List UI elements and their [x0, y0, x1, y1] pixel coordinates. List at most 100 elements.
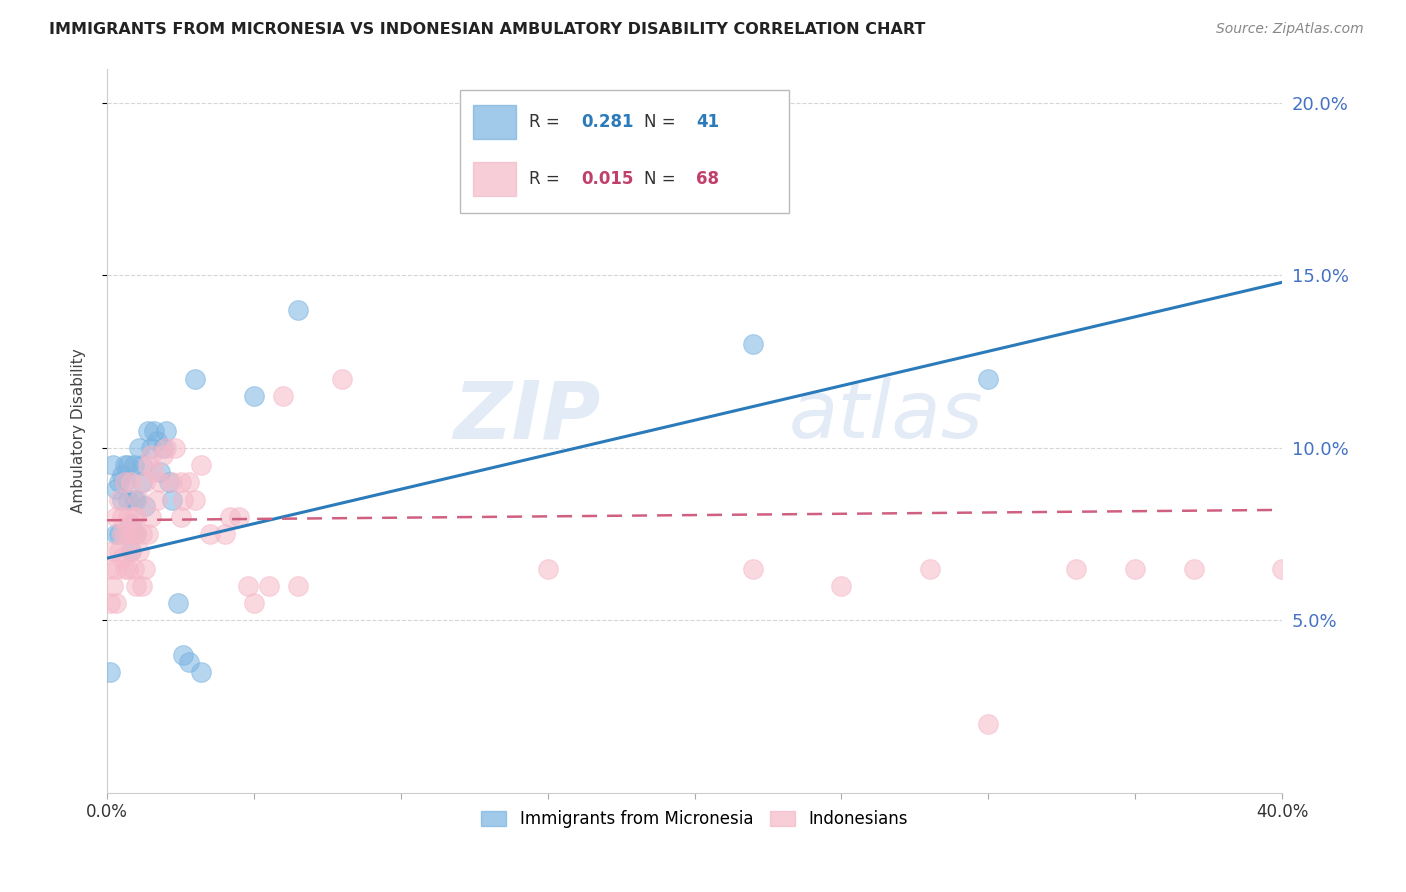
Immigrants from Micronesia: [146, 434, 169, 448]
Immigrants from Micronesia: [136, 424, 159, 438]
Indonesians: [214, 527, 236, 541]
Indonesians: [918, 561, 941, 575]
Indonesians: [190, 458, 212, 472]
Text: ZIP: ZIP: [453, 377, 600, 455]
Indonesians: [330, 372, 353, 386]
Indonesians: [236, 579, 259, 593]
Indonesians: [122, 509, 145, 524]
Y-axis label: Ambulatory Disability: Ambulatory Disability: [72, 348, 86, 513]
Indonesians: [108, 492, 131, 507]
Immigrants from Micronesia: [143, 424, 166, 438]
Indonesians: [98, 596, 121, 610]
Indonesians: [108, 544, 131, 558]
Indonesians: [120, 527, 142, 541]
Indonesians: [104, 596, 127, 610]
Immigrants from Micronesia: [184, 372, 207, 386]
Indonesians: [114, 475, 136, 490]
Indonesians: [134, 475, 156, 490]
Indonesians: [125, 509, 148, 524]
Legend: Immigrants from Micronesia, Indonesians: Immigrants from Micronesia, Indonesians: [475, 804, 914, 835]
Indonesians: [117, 561, 139, 575]
Immigrants from Micronesia: [179, 655, 201, 669]
Indonesians: [155, 441, 177, 455]
Indonesians: [131, 527, 153, 541]
Immigrants from Micronesia: [125, 492, 148, 507]
Indonesians: [287, 579, 309, 593]
Immigrants from Micronesia: [111, 492, 134, 507]
Indonesians: [219, 509, 242, 524]
Immigrants from Micronesia: [128, 441, 150, 455]
Indonesians: [143, 465, 166, 479]
Immigrants from Micronesia: [101, 458, 124, 472]
Text: atlas: atlas: [789, 377, 983, 455]
Immigrants from Micronesia: [287, 302, 309, 317]
Indonesians: [122, 561, 145, 575]
Indonesians: [169, 509, 191, 524]
Immigrants from Micronesia: [742, 337, 765, 351]
Indonesians: [111, 551, 134, 566]
Indonesians: [1066, 561, 1088, 575]
Indonesians: [101, 579, 124, 593]
Immigrants from Micronesia: [157, 475, 180, 490]
Indonesians: [111, 509, 134, 524]
Indonesians: [120, 475, 142, 490]
Indonesians: [104, 561, 127, 575]
Immigrants from Micronesia: [108, 527, 131, 541]
Immigrants from Micronesia: [134, 500, 156, 514]
Immigrants from Micronesia: [108, 475, 131, 490]
Indonesians: [104, 509, 127, 524]
Text: Source: ZipAtlas.com: Source: ZipAtlas.com: [1216, 22, 1364, 37]
Immigrants from Micronesia: [172, 648, 194, 662]
Indonesians: [128, 492, 150, 507]
Indonesians: [1182, 561, 1205, 575]
Indonesians: [134, 561, 156, 575]
Immigrants from Micronesia: [120, 544, 142, 558]
Immigrants from Micronesia: [104, 527, 127, 541]
Indonesians: [117, 509, 139, 524]
Indonesians: [139, 509, 162, 524]
Indonesians: [139, 448, 162, 462]
Indonesians: [125, 527, 148, 541]
Indonesians: [152, 448, 174, 462]
Indonesians: [228, 509, 250, 524]
Indonesians: [136, 458, 159, 472]
Indonesians: [184, 492, 207, 507]
Immigrants from Micronesia: [111, 468, 134, 483]
Indonesians: [163, 441, 186, 455]
Indonesians: [98, 561, 121, 575]
Indonesians: [830, 579, 852, 593]
Immigrants from Micronesia: [114, 475, 136, 490]
Immigrants from Micronesia: [114, 458, 136, 472]
Immigrants from Micronesia: [120, 516, 142, 531]
Indonesians: [111, 527, 134, 541]
Immigrants from Micronesia: [149, 465, 172, 479]
Indonesians: [149, 475, 172, 490]
Indonesians: [169, 475, 191, 490]
Immigrants from Micronesia: [125, 527, 148, 541]
Indonesians: [131, 579, 153, 593]
Immigrants from Micronesia: [131, 458, 153, 472]
Indonesians: [172, 492, 194, 507]
Indonesians: [101, 544, 124, 558]
Indonesians: [114, 561, 136, 575]
Immigrants from Micronesia: [190, 665, 212, 679]
Immigrants from Micronesia: [117, 527, 139, 541]
Indonesians: [125, 579, 148, 593]
Indonesians: [273, 389, 295, 403]
Immigrants from Micronesia: [98, 665, 121, 679]
Text: IMMIGRANTS FROM MICRONESIA VS INDONESIAN AMBULATORY DISABILITY CORRELATION CHART: IMMIGRANTS FROM MICRONESIA VS INDONESIAN…: [49, 22, 925, 37]
Indonesians: [243, 596, 266, 610]
Indonesians: [120, 544, 142, 558]
Immigrants from Micronesia: [977, 372, 1000, 386]
Immigrants from Micronesia: [160, 492, 183, 507]
Indonesians: [146, 492, 169, 507]
Indonesians: [179, 475, 201, 490]
Immigrants from Micronesia: [122, 492, 145, 507]
Indonesians: [198, 527, 221, 541]
Indonesians: [1271, 561, 1294, 575]
Immigrants from Micronesia: [155, 424, 177, 438]
Immigrants from Micronesia: [117, 492, 139, 507]
Indonesians: [742, 561, 765, 575]
Indonesians: [128, 544, 150, 558]
Immigrants from Micronesia: [122, 458, 145, 472]
